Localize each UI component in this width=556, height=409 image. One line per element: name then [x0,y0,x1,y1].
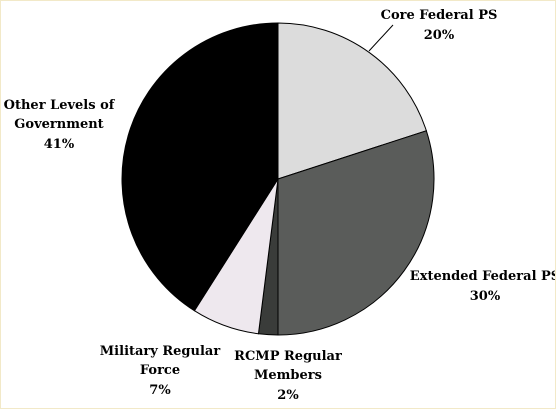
slice-label-3-line-1: Force [140,363,180,378]
slice-label-0-line-0: Core Federal PS [381,8,498,23]
slice-labels: Core Federal PS 20% Extended Federal PS 30%… [4,8,555,403]
leader-line-0 [368,24,394,52]
slice-percent-0: 20% [424,28,455,43]
pie-slice-0 [277,22,427,180]
slice-label-1-line-0: Extended Federal PS [410,269,555,284]
leader-lines [368,24,394,52]
slice-label-4-line-0: Other Levels of [4,98,116,113]
pie-slice-4 [121,22,279,312]
slice-label-3-line-0: Military Regular [100,344,221,359]
pie-slice-1 [277,130,435,336]
slice-percent-2: 2% [277,388,299,403]
slice-percent-3: 7% [149,383,171,398]
slice-label-4-line-1: Government [14,117,103,132]
slice-label-2-line-1: Members [254,368,322,383]
slice-percent-1: 30% [470,289,501,304]
slice-label-2-line-0: RCMP Regular [234,349,342,364]
slice-percent-4: 41% [44,137,75,152]
pie-slices [121,22,435,336]
